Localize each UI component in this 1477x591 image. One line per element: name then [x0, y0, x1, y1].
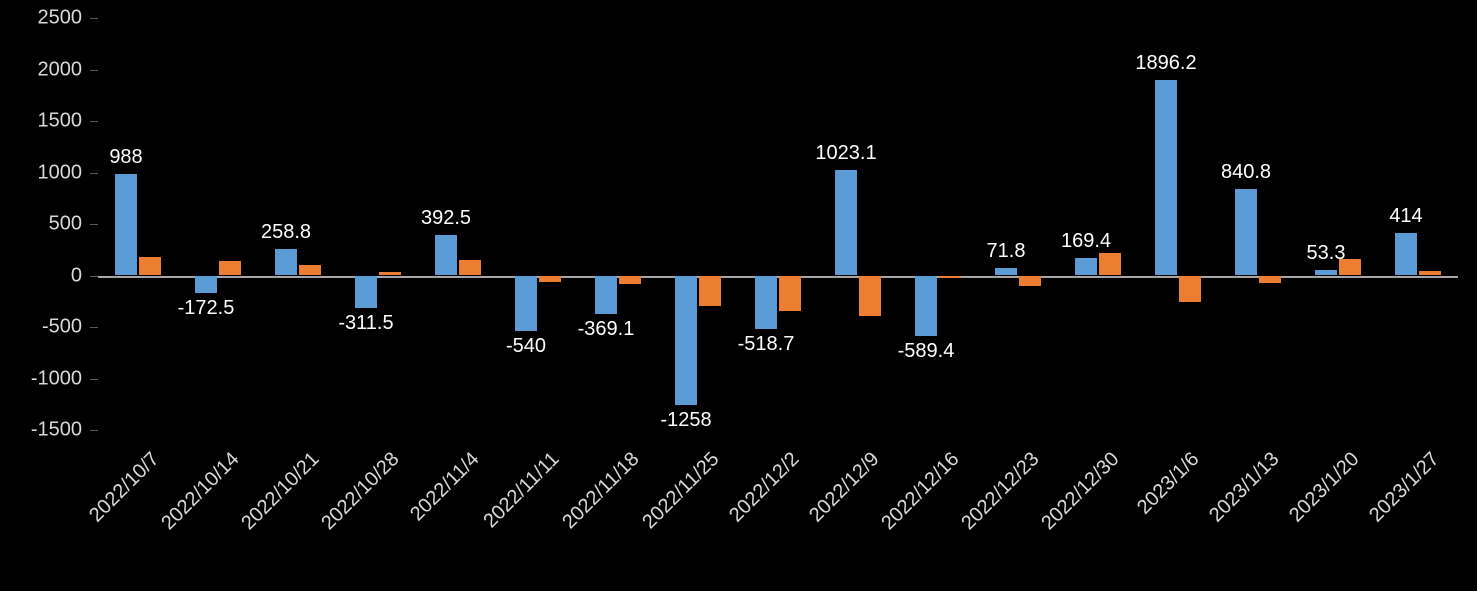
- bar-series1: [915, 276, 937, 337]
- bar-series1: [1235, 189, 1257, 276]
- data-label: 414: [1389, 205, 1422, 228]
- data-label: 988: [109, 146, 142, 169]
- data-label: 71.8: [987, 240, 1026, 263]
- bar-chart: 2500 2000 1500 1000 500 0 -500 -1000 -1500 988 -1…: [0, 0, 1477, 591]
- bar-series2: [1419, 271, 1441, 275]
- y-tick-label: 500: [0, 213, 82, 236]
- bar-series1: [1075, 258, 1097, 275]
- data-label: 258.8: [261, 221, 311, 244]
- y-axis: 25002000150010005000-500-1000-1500: [0, 18, 90, 430]
- data-label: -589.4: [898, 340, 955, 363]
- y-tick: [90, 327, 98, 328]
- bar-series1: [995, 268, 1017, 275]
- y-tick-label: 1000: [0, 161, 82, 184]
- bar-series1: [1155, 80, 1177, 275]
- bar-series2: [939, 276, 961, 278]
- data-label: 1023.1: [815, 142, 876, 165]
- bar-series2: [699, 276, 721, 307]
- data-label: -369.1: [578, 318, 635, 341]
- bar-series2: [219, 261, 241, 275]
- bar-series1: [115, 174, 137, 276]
- y-tick-label: -1000: [0, 367, 82, 390]
- bar-series2: [859, 276, 881, 316]
- bar-series1: [195, 276, 217, 294]
- y-tick: [90, 121, 98, 122]
- bar-series2: [459, 260, 481, 275]
- bar-series2: [1259, 276, 1281, 283]
- bar-series1: [1315, 270, 1337, 275]
- data-label: 840.8: [1221, 161, 1271, 184]
- y-tick-label: 2000: [0, 58, 82, 81]
- y-tick: [90, 173, 98, 174]
- data-label: -172.5: [178, 297, 235, 320]
- bar-series2: [779, 276, 801, 311]
- y-tick-label: -500: [0, 316, 82, 339]
- y-tick: [90, 224, 98, 225]
- bar-series2: [619, 276, 641, 284]
- y-tick: [90, 430, 98, 431]
- data-label: 169.4: [1061, 230, 1111, 253]
- y-tick: [90, 379, 98, 380]
- bar-series1: [835, 170, 857, 275]
- data-label: 392.5: [421, 207, 471, 230]
- y-tick-label: -1500: [0, 419, 82, 442]
- bar-series2: [379, 272, 401, 275]
- y-tick: [90, 18, 98, 19]
- y-tick: [90, 70, 98, 71]
- bar-series1: [595, 276, 617, 314]
- plot-area: 988 -172.5 258.8 -311.5 392.5 -540 -369.1 -1258…: [98, 18, 1458, 430]
- bar-series1: [1395, 233, 1417, 276]
- bar-series1: [675, 276, 697, 406]
- y-tick-label: 1500: [0, 110, 82, 133]
- data-label: 1896.2: [1135, 52, 1196, 75]
- bar-series1: [355, 276, 377, 308]
- y-tick-label: 2500: [0, 7, 82, 30]
- bar-series2: [1179, 276, 1201, 303]
- zero-axis-line: [98, 276, 1458, 278]
- y-tick: [90, 276, 98, 277]
- bar-series2: [539, 276, 561, 282]
- bar-series1: [275, 249, 297, 276]
- bar-series1: [755, 276, 777, 329]
- data-label: -1258: [660, 409, 711, 432]
- bar-series2: [299, 265, 321, 275]
- data-label: -311.5: [338, 312, 393, 335]
- data-label: -518.7: [738, 333, 795, 356]
- y-tick-label: 0: [0, 264, 82, 287]
- bar-series2: [139, 257, 161, 276]
- bar-series1: [515, 276, 537, 332]
- bar-series2: [1019, 276, 1041, 286]
- data-label: 53.3: [1307, 242, 1346, 265]
- data-label: -540: [506, 335, 546, 358]
- bar-series1: [435, 235, 457, 275]
- bar-series2: [1099, 253, 1121, 276]
